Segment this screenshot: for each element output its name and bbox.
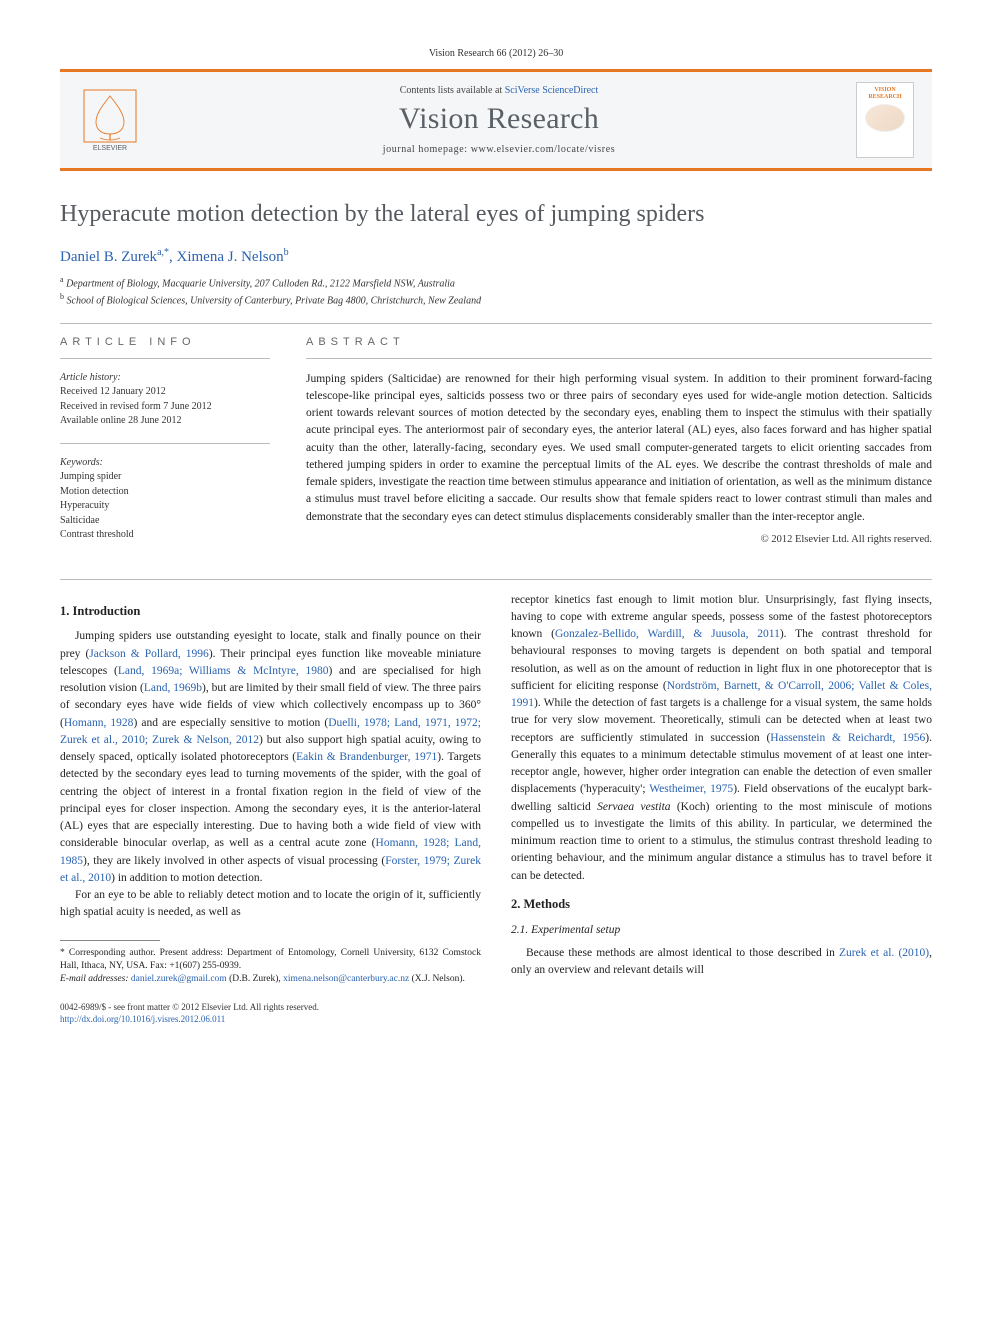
page-root: Vision Research 66 (2012) 26–30 ELSEVIER… [0, 0, 992, 1066]
divider-body [60, 579, 932, 580]
cover-image-icon [865, 104, 905, 132]
keywords-header: Keywords: [60, 456, 270, 471]
journal-header-bar: ELSEVIER Contents lists available at Sci… [60, 69, 932, 171]
journal-header-inner: ELSEVIER Contents lists available at Sci… [60, 72, 932, 168]
email-addresses: E-mail addresses: daniel.zurek@gmail.com… [60, 973, 481, 986]
divider-info [60, 358, 270, 359]
footnote-separator [60, 940, 160, 941]
ref-hassenstein[interactable]: Hassenstein & Reichardt, 1956 [770, 732, 925, 744]
corresponding-author-note: * Corresponding author. Present address:… [60, 947, 481, 974]
body-column-left: 1. Introduction Jumping spiders use outs… [60, 592, 481, 1026]
email1-who: (D.B. Zurek), [227, 974, 283, 984]
intro-paragraph-1: Jumping spiders use outstanding eyesight… [60, 628, 481, 887]
ref-land-williams[interactable]: Land, 1969a; Williams & McIntyre, 1980 [118, 665, 329, 677]
divider-abstract [306, 358, 932, 359]
journal-name: Vision Research [142, 102, 856, 136]
setup-paragraph-1: Because these methods are almost identic… [511, 945, 932, 980]
setup-heading: 2.1. Experimental setup [511, 922, 932, 939]
homepage-url[interactable]: www.elsevier.com/locate/visres [471, 144, 616, 155]
history-online: Available online 28 June 2012 [60, 414, 270, 429]
abstract-label: ABSTRACT [306, 336, 932, 348]
elsevier-wordmark: ELSEVIER [93, 145, 127, 152]
email-nelson[interactable]: ximena.nelson@canterbury.ac.nz [283, 974, 409, 984]
methods-heading: 2. Methods [511, 895, 932, 914]
doi-link[interactable]: http://dx.doi.org/10.1016/j.visres.2012.… [60, 1014, 225, 1024]
keyword-2: Motion detection [60, 485, 270, 500]
keyword-3: Hyperacuity [60, 499, 270, 514]
article-info-label: ARTICLE INFO [60, 336, 270, 348]
abstract-text: Jumping spiders (Salticidae) are renowne… [306, 371, 932, 526]
history-header: Article history: [60, 371, 270, 386]
emails-label: E-mail addresses: [60, 974, 129, 984]
article-title: Hyperacute motion detection by the later… [60, 199, 932, 229]
top-citation: Vision Research 66 (2012) 26–30 [60, 48, 932, 59]
email2-who: (X.J. Nelson). [409, 974, 465, 984]
ref-homann-1928[interactable]: Homann, 1928 [64, 717, 134, 729]
body-columns: 1. Introduction Jumping spiders use outs… [60, 592, 932, 1026]
elsevier-tree-icon: ELSEVIER [82, 88, 138, 152]
divider-top [60, 323, 932, 324]
contents-prefix: Contents lists available at [400, 85, 505, 96]
elsevier-logo: ELSEVIER [78, 84, 142, 156]
intro-paragraph-2: For an eye to be able to reliably detect… [60, 887, 481, 922]
body-column-right: receptor kinetics fast enough to limit m… [511, 592, 932, 1026]
sciverse-link[interactable]: SciVerse ScienceDirect [505, 85, 599, 96]
ref-land-1969b[interactable]: Land, 1969b [144, 682, 202, 694]
contents-available-line: Contents lists available at SciVerse Sci… [142, 85, 856, 96]
intro-heading: 1. Introduction [60, 602, 481, 621]
article-info-column: ARTICLE INFO Article history: Received 1… [60, 336, 270, 557]
header-center: Contents lists available at SciVerse Sci… [142, 85, 856, 155]
ref-eakin[interactable]: Eakin & Brandenburger, 1971 [296, 751, 437, 763]
affiliation-b: b School of Biological Sciences, Univers… [60, 291, 932, 308]
abstract-column: ABSTRACT Jumping spiders (Salticidae) ar… [306, 336, 932, 557]
keyword-4: Salticidae [60, 514, 270, 529]
history-revised: Received in revised form 7 June 2012 [60, 400, 270, 415]
journal-homepage-line: journal homepage: www.elsevier.com/locat… [142, 144, 856, 155]
divider-keywords [60, 443, 270, 444]
author-1[interactable]: Daniel B. Zureka,* [60, 249, 169, 265]
col2-paragraph-1: receptor kinetics fast enough to limit m… [511, 592, 932, 885]
ref-westheimer[interactable]: Westheimer, 1975 [649, 783, 733, 795]
affiliation-a: a Department of Biology, Macquarie Unive… [60, 274, 932, 291]
keywords-block: Keywords: Jumping spider Motion detectio… [60, 456, 270, 543]
keyword-5: Contrast threshold [60, 528, 270, 543]
bottom-meta: 0042-6989/$ - see front matter © 2012 El… [60, 1001, 481, 1026]
info-abstract-row: ARTICLE INFO Article history: Received 1… [60, 336, 932, 557]
cover-title: VISION RESEARCH [861, 87, 909, 100]
affiliations: a Department of Biology, Macquarie Unive… [60, 274, 932, 309]
footnotes: * Corresponding author. Present address:… [60, 947, 481, 987]
abstract-copyright: © 2012 Elsevier Ltd. All rights reserved… [306, 534, 932, 545]
journal-cover-thumbnail: VISION RESEARCH [856, 82, 914, 158]
front-matter-line: 0042-6989/$ - see front matter © 2012 El… [60, 1001, 481, 1014]
email-zurek[interactable]: daniel.zurek@gmail.com [131, 974, 227, 984]
authors-line: Daniel B. Zureka,*, Ximena J. Nelsonb [60, 247, 932, 266]
keyword-1: Jumping spider [60, 470, 270, 485]
ref-jackson-pollard[interactable]: Jackson & Pollard, 1996 [89, 648, 209, 660]
species-name: Servaea vestita [597, 801, 670, 813]
author-2[interactable]: Ximena J. Nelsonb [177, 249, 289, 265]
ref-gonzalez[interactable]: Gonzalez-Bellido, Wardill, & Juusola, 20… [555, 628, 780, 640]
history-received: Received 12 January 2012 [60, 385, 270, 400]
homepage-prefix: journal homepage: [383, 144, 471, 155]
article-history: Article history: Received 12 January 201… [60, 371, 270, 429]
ref-zurek-2010[interactable]: Zurek et al. (2010) [839, 947, 929, 959]
